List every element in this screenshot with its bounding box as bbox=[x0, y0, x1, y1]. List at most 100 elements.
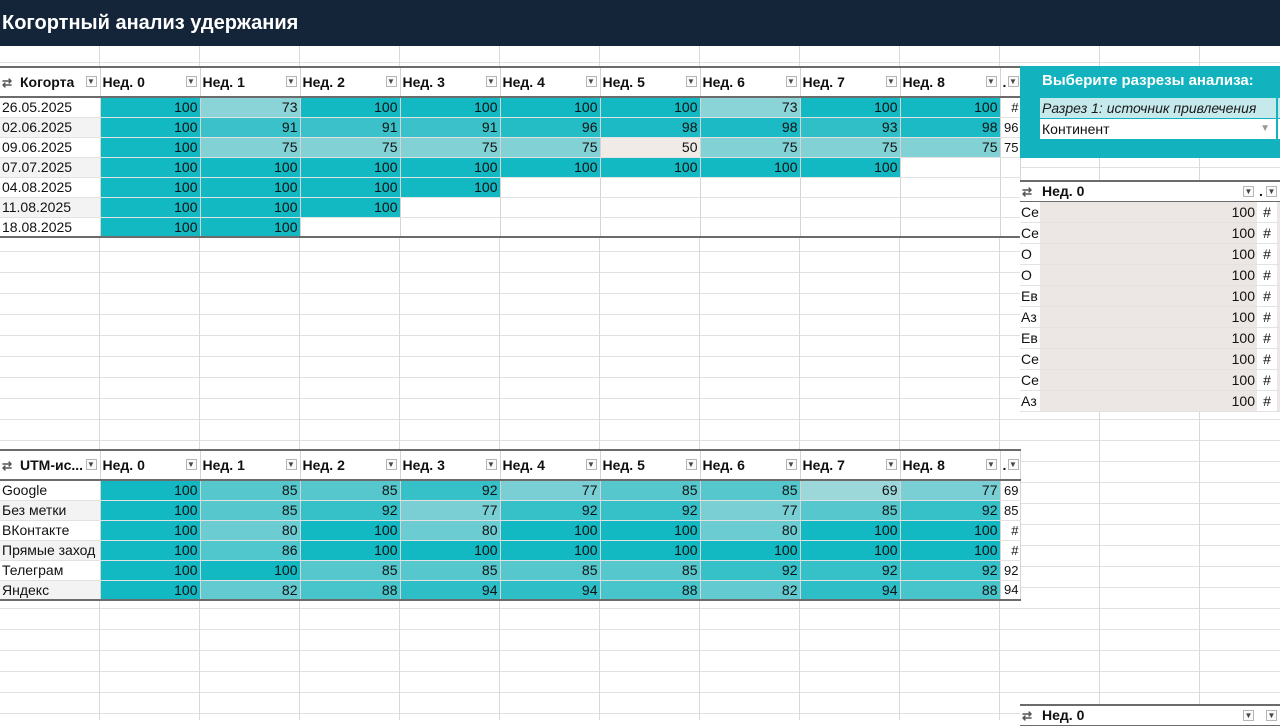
value-cell[interactable]: 100 bbox=[100, 520, 201, 541]
value-cell[interactable]: 75 bbox=[200, 137, 301, 158]
value-cell[interactable]: # bbox=[1000, 540, 1021, 561]
value-cell[interactable]: 88 bbox=[900, 580, 1001, 601]
column-header[interactable]: Нед. 5 ▼ bbox=[600, 66, 701, 98]
value-cell[interactable] bbox=[900, 157, 1001, 178]
column-header[interactable]: Нед. 8 ▼ bbox=[900, 66, 1001, 98]
row-label[interactable]: 18.08.2025 bbox=[0, 217, 101, 238]
value-cell[interactable]: 100 bbox=[300, 177, 401, 198]
value-cell[interactable]: 85 bbox=[800, 500, 901, 521]
column-header[interactable]: Нед. 6 ▼ bbox=[700, 449, 801, 481]
value-cell[interactable]: 100 bbox=[100, 137, 201, 158]
value-cell[interactable]: 100 bbox=[800, 97, 901, 118]
value-cell[interactable]: 100 bbox=[1040, 369, 1257, 391]
value-cell[interactable]: # bbox=[1257, 306, 1277, 328]
value-cell[interactable] bbox=[800, 197, 901, 218]
value-cell[interactable]: 100 bbox=[800, 520, 901, 541]
value-cell[interactable]: # bbox=[1000, 520, 1021, 541]
column-header[interactable]: Нед. 6 ▼ bbox=[700, 66, 801, 98]
row-label[interactable]: Аз bbox=[1020, 390, 1040, 412]
value-cell[interactable]: # bbox=[1257, 369, 1277, 391]
column-header[interactable]: . ▼ bbox=[1000, 66, 1021, 98]
value-cell[interactable]: 77 bbox=[500, 480, 601, 501]
slice1-dropdown[interactable]: Континент ▼ bbox=[1040, 119, 1276, 139]
value-cell[interactable]: 100 bbox=[300, 97, 401, 118]
filter-dropdown-icon[interactable]: ▼ bbox=[1243, 186, 1254, 197]
value-cell[interactable]: 92 bbox=[900, 560, 1001, 581]
value-cell[interactable]: 85 bbox=[600, 480, 701, 501]
value-cell[interactable]: 100 bbox=[900, 97, 1001, 118]
value-cell[interactable]: 86 bbox=[200, 540, 301, 561]
value-cell[interactable]: 100 bbox=[100, 540, 201, 561]
value-cell[interactable] bbox=[700, 177, 801, 198]
value-cell[interactable]: 93 bbox=[800, 117, 901, 138]
value-cell[interactable]: 100 bbox=[1040, 306, 1257, 328]
filter-dropdown-icon[interactable]: ▼ bbox=[85, 76, 97, 87]
value-cell[interactable]: 100 bbox=[100, 117, 201, 138]
value-cell[interactable]: 85 bbox=[500, 560, 601, 581]
value-cell[interactable]: 77 bbox=[400, 500, 501, 521]
value-cell[interactable]: 100 bbox=[1040, 243, 1257, 265]
value-cell[interactable]: 85 bbox=[700, 480, 801, 501]
value-cell[interactable]: 85 bbox=[300, 560, 401, 581]
filter-dropdown-icon[interactable]: ▼ bbox=[685, 76, 697, 87]
value-cell[interactable]: 100 bbox=[200, 560, 301, 581]
value-cell[interactable]: # bbox=[1257, 264, 1277, 286]
value-cell[interactable] bbox=[500, 177, 601, 198]
value-cell[interactable]: # bbox=[1000, 97, 1021, 118]
value-cell[interactable] bbox=[500, 197, 601, 218]
value-cell[interactable]: 92 bbox=[300, 500, 401, 521]
value-cell[interactable]: 82 bbox=[700, 580, 801, 601]
value-cell[interactable]: # bbox=[1257, 285, 1277, 307]
row-label[interactable]: Се bbox=[1020, 222, 1040, 244]
value-cell[interactable] bbox=[500, 217, 601, 238]
value-cell[interactable]: 100 bbox=[800, 540, 901, 561]
filter-dropdown-icon[interactable]: ▼ bbox=[785, 76, 797, 87]
value-cell[interactable] bbox=[800, 177, 901, 198]
value-cell[interactable]: 100 bbox=[100, 580, 201, 601]
value-cell[interactable]: 75 bbox=[500, 137, 601, 158]
value-cell[interactable]: 88 bbox=[300, 580, 401, 601]
value-cell[interactable]: # bbox=[1257, 201, 1277, 223]
value-cell[interactable] bbox=[600, 217, 701, 238]
row-label[interactable]: Телеграм bbox=[0, 560, 101, 581]
value-cell[interactable]: 100 bbox=[500, 540, 601, 561]
value-cell[interactable]: 100 bbox=[100, 197, 201, 218]
value-cell[interactable]: 100 bbox=[500, 520, 601, 541]
value-cell[interactable]: 85 bbox=[200, 480, 301, 501]
filter-dropdown-icon[interactable]: ▼ bbox=[385, 76, 397, 87]
column-header[interactable]: Нед. 7 ▼ bbox=[800, 66, 901, 98]
value-cell[interactable]: 100 bbox=[100, 480, 201, 501]
filter-dropdown-icon[interactable]: ▼ bbox=[1007, 459, 1019, 470]
filter-dropdown-icon[interactable]: ▼ bbox=[985, 76, 997, 87]
column-header[interactable]: Нед. 7 ▼ bbox=[800, 449, 901, 481]
column-header[interactable]: Нед. 1 ▼ bbox=[200, 66, 301, 98]
row-label[interactable]: О bbox=[1020, 264, 1040, 286]
value-cell[interactable]: 85 bbox=[600, 560, 701, 581]
filter-dropdown-icon[interactable]: ▼ bbox=[85, 459, 97, 470]
value-cell[interactable]: 92 bbox=[400, 480, 501, 501]
value-cell[interactable] bbox=[900, 177, 1001, 198]
filter-dropdown-icon[interactable]: ▼ bbox=[385, 459, 397, 470]
value-cell[interactable]: 75 bbox=[400, 137, 501, 158]
row-label[interactable]: 04.08.2025 bbox=[0, 177, 101, 198]
value-cell[interactable]: 100 bbox=[500, 157, 601, 178]
value-cell[interactable]: # bbox=[1257, 348, 1277, 370]
filter-dropdown-icon[interactable]: ▼ bbox=[1266, 186, 1277, 197]
row-label[interactable]: Ев bbox=[1020, 285, 1040, 307]
row-label[interactable]: 02.06.2025 bbox=[0, 117, 101, 138]
row-label[interactable]: Ев bbox=[1020, 327, 1040, 349]
row-label[interactable]: 26.05.2025 bbox=[0, 97, 101, 118]
value-cell[interactable]: 100 bbox=[400, 540, 501, 561]
row-label[interactable]: 09.06.2025 bbox=[0, 137, 101, 158]
value-cell[interactable]: 91 bbox=[200, 117, 301, 138]
value-cell[interactable]: 100 bbox=[100, 97, 201, 118]
filter-dropdown-icon[interactable]: ▼ bbox=[585, 459, 597, 470]
value-cell[interactable]: 85 bbox=[200, 500, 301, 521]
filter-dropdown-icon[interactable]: ▼ bbox=[685, 459, 697, 470]
value-cell[interactable]: 100 bbox=[100, 560, 201, 581]
value-cell[interactable]: 75 bbox=[900, 137, 1001, 158]
value-cell[interactable]: 100 bbox=[1040, 264, 1257, 286]
column-header[interactable]: Нед. 5 ▼ bbox=[600, 449, 701, 481]
value-cell[interactable]: 100 bbox=[400, 97, 501, 118]
value-cell[interactable] bbox=[700, 217, 801, 238]
